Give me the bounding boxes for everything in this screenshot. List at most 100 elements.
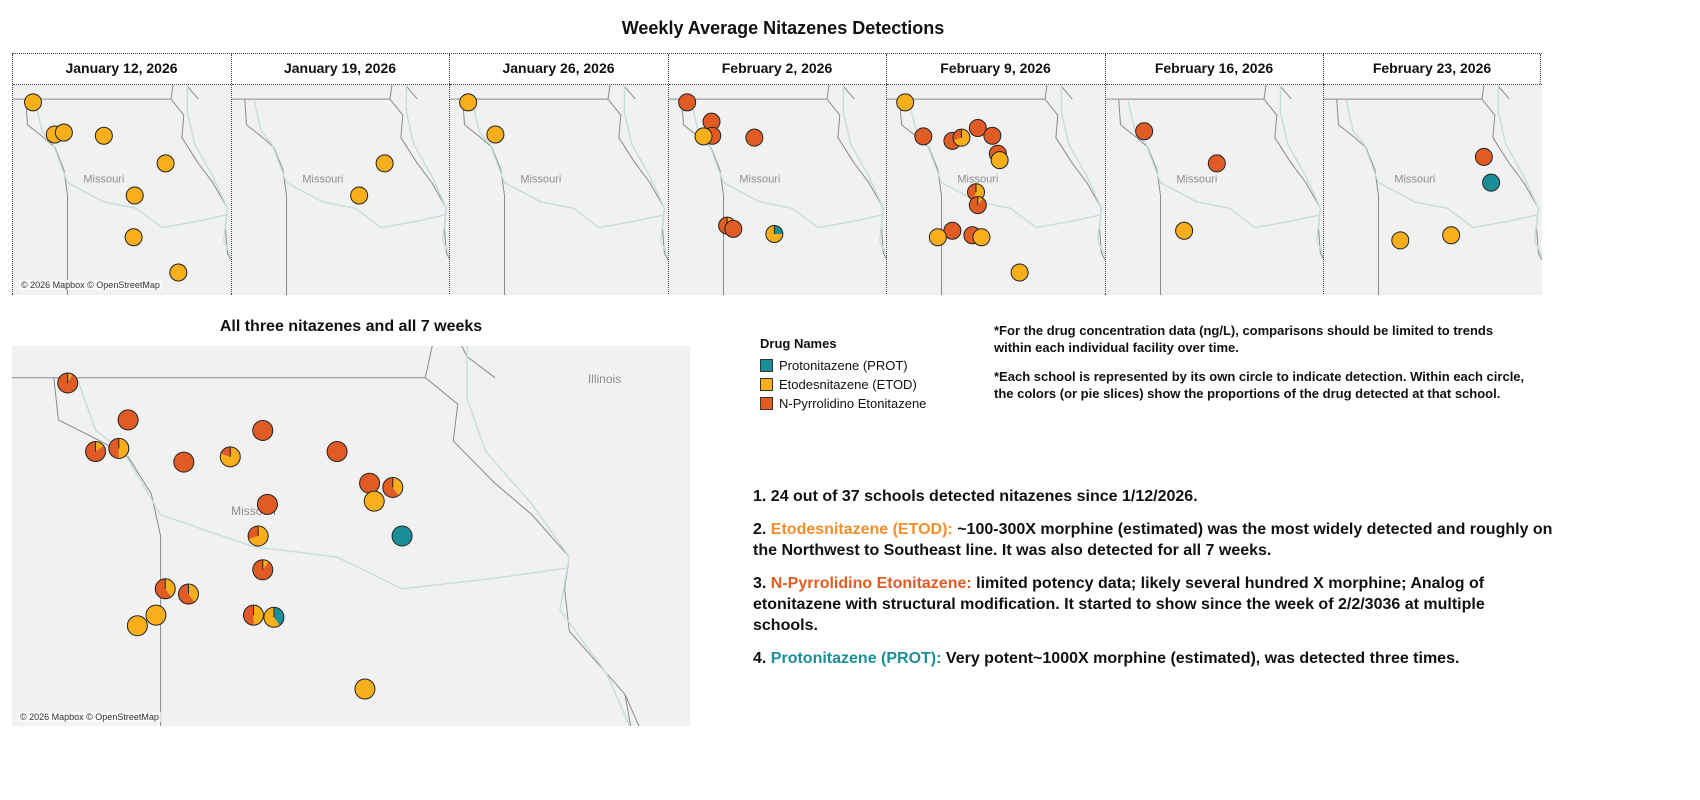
site-marker[interactable] (968, 119, 987, 138)
site-marker[interactable] (349, 186, 368, 205)
week-date-label: January 12, 2026 (65, 60, 178, 76)
site-marker[interactable] (459, 93, 478, 112)
state-label-missouri: Missouri (302, 174, 343, 186)
site-marker[interactable] (54, 123, 73, 142)
site-marker[interactable] (1010, 263, 1029, 282)
legend-item-etod[interactable]: Etodesnitazene (ETOD) (760, 375, 926, 394)
map-attribution[interactable]: © 2026 Mapbox © OpenStreetMap (19, 280, 162, 290)
pie-slice (382, 477, 399, 498)
site-marker[interactable] (694, 127, 713, 146)
site-marker[interactable] (219, 446, 241, 468)
site-marker[interactable] (391, 525, 413, 547)
site-marker[interactable] (896, 93, 915, 112)
site-marker[interactable] (359, 472, 381, 494)
legend-item-prot[interactable]: Protonitazene (PROT) (760, 356, 926, 375)
site-marker[interactable] (326, 441, 348, 463)
site-marker[interactable] (382, 476, 404, 498)
site-marker[interactable] (85, 441, 107, 463)
site-marker[interactable] (983, 126, 1002, 145)
site-marker[interactable] (1442, 226, 1461, 245)
site-marker[interactable] (263, 606, 285, 628)
site-marker[interactable] (156, 154, 175, 173)
site-marker[interactable] (952, 128, 971, 147)
site-marker[interactable] (108, 437, 130, 459)
site-marker[interactable] (723, 219, 742, 238)
site-marker[interactable] (764, 224, 783, 243)
pie-slice (178, 584, 195, 605)
site-marker[interactable] (23, 93, 42, 112)
site-marker[interactable] (124, 228, 143, 247)
site-marker[interactable] (177, 583, 199, 605)
site-marker[interactable] (972, 228, 991, 247)
map-background (668, 85, 887, 295)
pie-slice (263, 607, 280, 628)
site-marker[interactable] (968, 196, 987, 215)
pie-slice (248, 526, 259, 540)
map-attribution[interactable]: © 2026 Mapbox © OpenStreetMap (18, 712, 161, 722)
site-marker[interactable] (744, 128, 763, 147)
key-findings: 1. 24 out of 37 schools detected nitazen… (753, 486, 1553, 681)
site-marker[interactable] (1174, 221, 1193, 240)
site-marker[interactable] (125, 186, 144, 205)
pie-slice (67, 372, 73, 383)
site-marker[interactable] (242, 604, 264, 626)
site-marker[interactable] (375, 154, 394, 173)
site-marker[interactable] (126, 615, 148, 637)
pie-slice (253, 605, 264, 626)
site-marker[interactable] (990, 151, 1009, 170)
state-border (170, 85, 174, 100)
finding-text: Very potent~1000X morphine (estimated), … (941, 650, 1460, 667)
state-border (244, 98, 450, 261)
site-marker[interactable] (677, 93, 696, 112)
site-marker[interactable] (1207, 154, 1226, 173)
site-marker[interactable] (117, 409, 139, 431)
site-marker[interactable] (928, 228, 947, 247)
river (405, 85, 450, 258)
finding-2: 2. Etodesnitazene (ETOD): ~100-300X morp… (753, 519, 1553, 561)
site-marker[interactable] (1482, 173, 1501, 192)
site-marker[interactable] (169, 263, 188, 282)
pie-slice (243, 605, 254, 626)
finding-number: 4. (753, 650, 771, 667)
site-marker[interactable] (247, 525, 269, 547)
site-marker[interactable] (252, 559, 274, 581)
site-marker[interactable] (1134, 122, 1153, 141)
state-label-missouri: Missouri (739, 174, 780, 186)
legend-label: Etodesnitazene (ETOD) (779, 377, 917, 392)
site-marker[interactable] (486, 125, 505, 144)
site-marker[interactable] (94, 126, 113, 145)
overall-map[interactable]: Missouri Illinois © 2026 Mapbox © OpenStr… (12, 346, 690, 726)
site-marker[interactable] (256, 493, 278, 515)
state-border (624, 694, 640, 726)
site-marker[interactable] (1474, 147, 1493, 166)
site-marker[interactable] (154, 578, 176, 600)
week-date-label: January 26, 2026 (502, 60, 615, 76)
pie-slice (273, 607, 284, 626)
site-marker[interactable] (914, 127, 933, 146)
site-marker[interactable] (363, 490, 385, 512)
site-marker[interactable] (354, 678, 376, 700)
state-border (1481, 85, 1485, 100)
site-marker[interactable] (173, 451, 195, 473)
legend-item-npyr[interactable]: N-Pyrrolidino Etonitazene (760, 394, 926, 413)
site-marker[interactable] (145, 604, 167, 626)
site-marker[interactable] (252, 419, 274, 441)
site-marker[interactable] (1391, 231, 1410, 250)
site-marker[interactable] (57, 372, 79, 394)
